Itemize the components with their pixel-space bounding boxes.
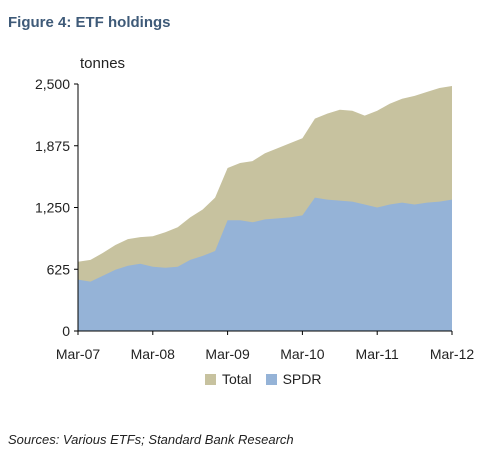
legend-label-spdr: SPDR [282, 371, 322, 387]
legend-item-total: Total [205, 371, 252, 387]
legend-item-spdr: SPDR [265, 371, 322, 387]
x-tick-label: Mar-08 [131, 346, 176, 362]
y-axis-unit-label: tonnes [80, 55, 126, 72]
y-tick-label: 1,250 [35, 200, 70, 216]
etf-holdings-chart: 0 625 1,250 1,875 2,500 Mar-07 Mar-08 Mar-09 Mar… [35, 76, 475, 362]
x-tick-label: Mar-10 [280, 346, 325, 362]
chart-legend: Total SPDR [205, 371, 335, 387]
x-tick-label: Mar-07 [56, 346, 101, 362]
x-tick-label: Mar-09 [205, 346, 250, 362]
legend-swatch-spdr [265, 373, 277, 385]
y-tick-label: 625 [47, 261, 71, 277]
y-tick-label: 1,875 [35, 138, 70, 154]
source-note: Sources: Various ETFs; Standard Bank Res… [8, 432, 294, 447]
y-tick-label: 0 [62, 323, 70, 339]
area-spdr [78, 197, 452, 331]
legend-label-total: Total [222, 371, 252, 387]
y-tick-label: 2,500 [35, 76, 70, 92]
x-tick-label: Mar-12 [430, 346, 475, 362]
legend-swatch-total [205, 373, 216, 385]
figure-title: Figure 4: ETF holdings [8, 14, 171, 31]
x-tick-label: Mar-11 [356, 346, 400, 362]
